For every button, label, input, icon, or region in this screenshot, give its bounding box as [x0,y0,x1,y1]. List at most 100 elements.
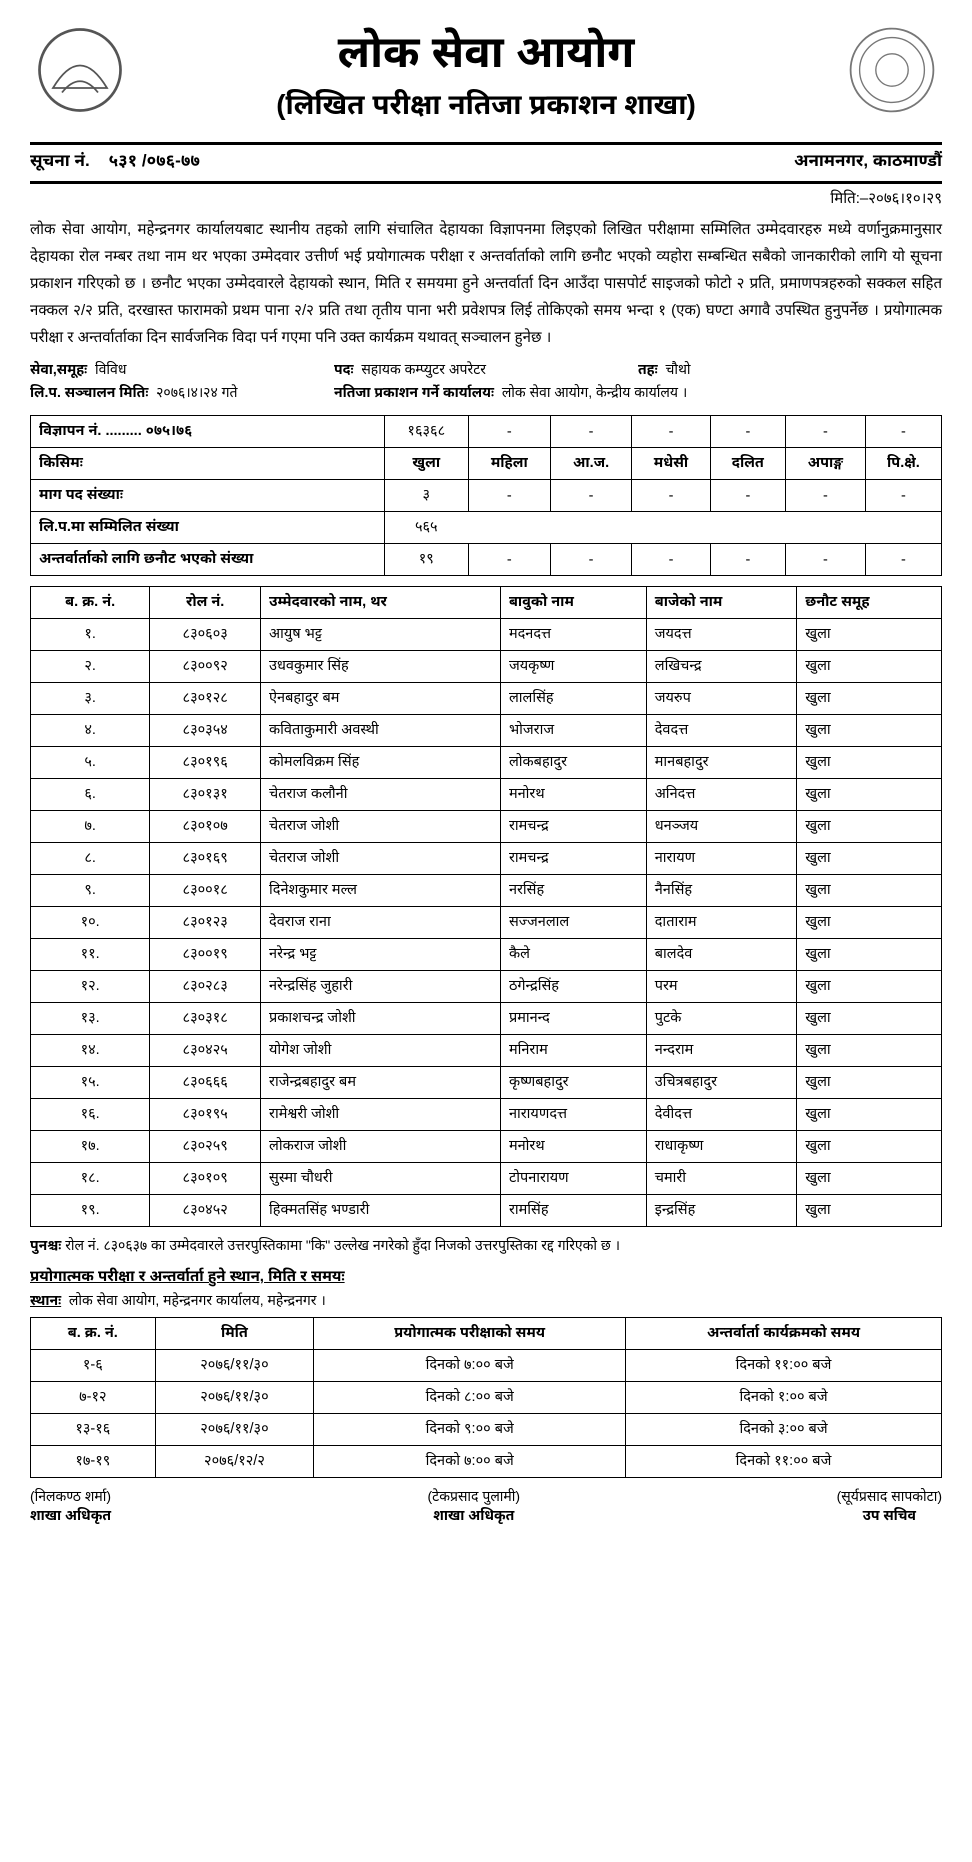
cand-cell: सुस्मा चौधरी [261,1163,501,1195]
summary-cell: ३ [384,480,468,512]
cand-cell: २. [31,651,150,683]
cand-cell: ८३०१९५ [150,1099,261,1131]
cand-cell: ८३०३१८ [150,1003,261,1035]
table-row: १७.८३०२५९लोकराज जोशीमनोरथराधाकृष्णखुला [31,1131,942,1163]
sched-cell: १७-१९ [31,1446,156,1478]
cand-cell: ८. [31,843,150,875]
summary-cell: आ.ज. [551,448,632,480]
cand-cell: ८३०१२३ [150,907,261,939]
cand-cell: कविताकुमारी अवस्थी [261,715,501,747]
table-row: ३.८३०१२८ऐनबहादुर बमलालसिंहजयरुपखुला [31,683,942,715]
signature-block: (निलकण्ठ शर्मा)शाखा अधिकृत [30,1488,111,1526]
signatory-title: उप सचिव [837,1507,942,1526]
cand-cell: खुला [797,1003,942,1035]
service-value: विविध [95,361,126,377]
cand-cell: राधाकृष्ण [646,1131,796,1163]
cand-cell: खुला [797,1163,942,1195]
cand-header-cell: उम्मेदवारको नाम, थर [261,587,501,619]
table-row: ७.८३०१०७चेतराज जोशीरामचन्द्रधनञ्जयखुला [31,811,942,843]
sched-header-cell: अन्तर्वार्ता कार्यक्रमको समय [626,1318,942,1350]
summary-cell: खुला [384,448,468,480]
national-emblem-icon [30,20,130,120]
summary-cell: महिला [468,448,550,480]
signatory-title: शाखा अधिकृत [30,1507,111,1526]
post-value: सहायक कम्प्युटर अपरेटर [361,361,486,377]
cand-cell: ८३०१०७ [150,811,261,843]
table-row: १७-१९२०७६/१२/२दिनको ७:०० बजेदिनको ११:०० … [31,1446,942,1478]
cand-cell: जयदत्त [646,619,796,651]
schedule-table: ब. क्र. नं.मितिप्रयोगात्मक परीक्षाको समय… [30,1317,942,1478]
pub-office-label: नतिजा प्रकाशन गर्ने कार्यालयः [334,384,494,400]
cand-cell: ८३०१३१ [150,779,261,811]
summary-cell: पि.क्षे. [865,448,941,480]
cand-cell: ८३००१८ [150,875,261,907]
summary-cell: १६३६८ [384,416,468,448]
psc-seal-icon [842,20,942,120]
cand-cell: खुला [797,715,942,747]
sched-header-cell: मिति [155,1318,314,1350]
cand-cell: प्रकाशचन्द्र जोशी [261,1003,501,1035]
table-row: ६.८३०१३१चेतराज कलौनीमनोरथअनिदत्तखुला [31,779,942,811]
post-label: पदः [334,361,354,377]
cand-cell: रामचन्द्र [500,811,646,843]
cand-cell: चमारी [646,1163,796,1195]
publish-date: मिति:–२०७६।१०।२९ [30,190,942,210]
cand-cell: नैनसिंह [646,875,796,907]
table-row: ११.८३००१९नरेन्द्र भट्टकैलेबालदेवखुला [31,939,942,971]
cand-cell: अनिदत्त [646,779,796,811]
cand-cell: ८३०४२५ [150,1035,261,1067]
signature-block: (सूर्यप्रसाद सापकोटा)उप सचिव [837,1488,942,1526]
cand-cell: जयकृष्ण [500,651,646,683]
sched-cell: २०७६/११/३० [155,1382,314,1414]
summary-row-label: लि.प.मा सम्मिलित संख्या [31,512,385,544]
cand-cell: खुला [797,683,942,715]
table-row: १-६२०७६/११/३०दिनको ७:०० बजेदिनको ११:०० ब… [31,1350,942,1382]
cand-cell: खुला [797,1099,942,1131]
table-row: १.८३०६०३आयुष भट्टमदनदत्तजयदत्तखुला [31,619,942,651]
summary-cell: मधेसी [632,448,711,480]
cand-cell: खुला [797,971,942,1003]
sched-header-cell: प्रयोगात्मक परीक्षाको समय [314,1318,626,1350]
cand-cell: १९. [31,1195,150,1227]
cand-cell: ६. [31,779,150,811]
table-row: १६.८३०१९५रामेश्वरी जोशीनारायणदत्तदेवीदत्… [31,1099,942,1131]
sub-title: (लिखित परीक्षा नतिजा प्रकाशन शाखा) [130,89,842,126]
cand-cell: १७. [31,1131,150,1163]
cand-cell: लोकराज जोशी [261,1131,501,1163]
cand-cell: नारायण [646,843,796,875]
cand-cell: खुला [797,811,942,843]
vacancy-summary-table: विज्ञापन नं. ......... ०७५।७६१६३६८------… [30,415,942,576]
cand-header-cell: बावुको नाम [500,587,646,619]
cand-cell: आयुष भट्ट [261,619,501,651]
cand-cell: खुला [797,619,942,651]
cand-cell: मनिराम [500,1035,646,1067]
cand-cell: १०. [31,907,150,939]
cand-cell: हिक्मतसिंह भण्डारी [261,1195,501,1227]
cand-cell: ७. [31,811,150,843]
cand-cell: ८३०१०९ [150,1163,261,1195]
table-row: ४.८३०३५४कविताकुमारी अवस्थीभोजराजदेवदत्तख… [31,715,942,747]
cand-cell: बालदेव [646,939,796,971]
cand-cell: ११. [31,939,150,971]
cand-cell: लोकबहादुर [500,747,646,779]
summary-row-label: अन्तर्वार्ताको लागि छनौट भएको संख्या [31,544,385,576]
sched-cell: दिनको ७:०० बजे [314,1350,626,1382]
table-row: ७-१२२०७६/११/३०दिनको ८:०० बजेदिनको १:०० ब… [31,1382,942,1414]
summary-cell: - [710,544,785,576]
candidate-table: ब. क्र. नं.रोल नं.उम्मेदवारको नाम, थरबाव… [30,586,942,1227]
level-label: तहः [638,361,658,377]
cand-cell: उधवकुमार सिंह [261,651,501,683]
cand-cell: १२. [31,971,150,1003]
cand-cell: मानबहादुर [646,747,796,779]
sched-cell: दिनको ८:०० बजे [314,1382,626,1414]
table-row: १५.८३०६६६राजेन्द्रबहादुर बमकृष्णबहादुरउच… [31,1067,942,1099]
cand-cell: रामेश्वरी जोशी [261,1099,501,1131]
sched-cell: दिनको १:०० बजे [626,1382,942,1414]
signatory-name: (सूर्यप्रसाद सापकोटा) [837,1488,942,1507]
table-row: ५.८३०१९६कोमलविक्रम सिंहलोकबहादुरमानबहादु… [31,747,942,779]
cand-cell: ८३०१९६ [150,747,261,779]
summary-cell: - [632,480,711,512]
pub-office-value: लोक सेवा आयोग, केन्द्रीय कार्यालय । [502,384,687,400]
cand-cell: १६. [31,1099,150,1131]
summary-row-label: किसिमः [31,448,385,480]
